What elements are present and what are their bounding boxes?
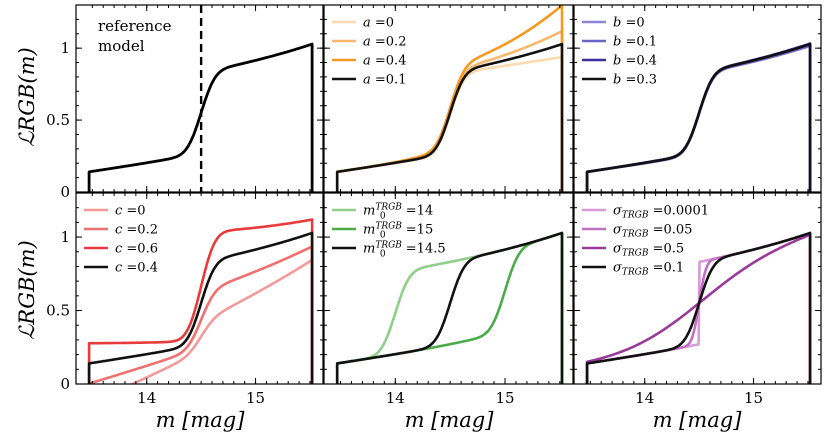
ticks: [574, 193, 821, 385]
panel-frame: [323, 192, 574, 385]
y-tick-label: 1: [60, 228, 70, 246]
panel-2: a =0 a =0.2 a =0.4 a =0.1: [323, 4, 574, 193]
x-axis-label-left: m [mag]: [156, 408, 246, 432]
ticks: [76, 5, 323, 193]
legend-label: b =0: [613, 16, 645, 31]
series-group: [87, 42, 314, 192]
series-group: [585, 231, 812, 384]
legend: c =0 c =0.2 c =0.6 c =0.4: [84, 204, 158, 276]
legend-label: mTRGB 0 =15: [363, 222, 433, 241]
x-tick-label: 14: [635, 389, 654, 407]
legend: a =0 a =0.2 a =0.4 a =0.1: [332, 16, 406, 88]
legend-label: a =0.2: [363, 35, 406, 50]
x-tick-label: 14: [137, 389, 156, 407]
series-line-4: [335, 42, 564, 192]
ticks: [574, 5, 821, 193]
legend-label: c =0.2: [115, 223, 158, 238]
panel-frame: [75, 4, 324, 193]
panel-1: 0 0.5 1 reference model: [46, 4, 324, 201]
y-tick-label: 0.5: [46, 111, 70, 129]
y-tick-label: 0.5: [46, 302, 70, 320]
ticks: [324, 5, 573, 193]
panel-frame: [573, 4, 822, 193]
x-tick-label: 15: [246, 389, 265, 407]
legend-label: c =0.6: [115, 242, 158, 257]
series-line-2: [87, 245, 314, 384]
panel-4: 0 0.5 1 14 15 c =0 c =0.2 c =0.6 c =0.4: [46, 192, 324, 407]
x-tick-label: 14: [386, 389, 405, 407]
legend-label: b =0.1: [613, 35, 657, 50]
ticks: [76, 193, 323, 385]
legend-label: c =0: [115, 204, 146, 219]
x-axis-label-middle: m [mag]: [405, 408, 495, 432]
x-tick-label: 15: [495, 389, 514, 407]
legend-label: a =0.4: [363, 54, 406, 69]
legend-label: mTRGB 0 =14: [363, 203, 433, 222]
series-line-1: [87, 258, 314, 384]
panel-frame: [573, 192, 822, 385]
legend-label: b =0.3: [613, 73, 657, 88]
series-group: [335, 5, 564, 192]
series-line-4: [585, 231, 812, 384]
legend-label: σTRGB =0.5: [613, 242, 684, 259]
annotation-text: model: [98, 37, 145, 55]
legend-label: σTRGB =0.0001: [613, 204, 709, 221]
legend-label: a =0: [363, 16, 394, 31]
series-line-3: [87, 218, 314, 384]
panels: 0 0.5 1 reference model a =0 a =0.2 a =0.4 a =0.…: [46, 4, 822, 407]
y-axis-label-bottom: ℒRGB(m): [15, 240, 39, 339]
series-line-1: [87, 42, 314, 192]
panel-frame: [75, 192, 324, 385]
series-line-3: [335, 231, 564, 384]
legend: b =0 b =0.1 b =0.4 b =0.3: [582, 16, 657, 88]
x-axis-label-right: m [mag]: [653, 408, 743, 432]
annotation-text: reference: [98, 17, 172, 35]
y-tick-label: 0: [60, 375, 70, 393]
series-line-3: [335, 5, 564, 192]
panel-frame: [323, 4, 574, 193]
series-group: [87, 218, 314, 384]
legend-label: σTRGB =0.05: [613, 223, 692, 240]
figure-labels: ℒRGB(m) ℒRGB(m) m [mag] m [mag] m [mag]: [15, 47, 742, 432]
y-axis-label-top: ℒRGB(m): [15, 47, 39, 146]
series-group: [585, 42, 812, 192]
series-line-4: [585, 42, 812, 192]
series-line-4: [87, 231, 314, 384]
series-group: [335, 231, 564, 384]
y-tick-label: 0: [60, 183, 70, 201]
x-tick-label: 15: [744, 389, 763, 407]
legend-label: b =0.4: [613, 54, 657, 69]
y-tick-label: 1: [60, 39, 70, 57]
legend-label: a =0.1: [363, 73, 406, 88]
ticks: [324, 193, 573, 385]
legend-label: c =0.4: [115, 261, 158, 276]
legend: σTRGB =0.0001 σTRGB =0.05 σTRGB =0.5 σTRGB …: [582, 204, 709, 278]
legend-label: mTRGB 0 =14.5: [363, 241, 446, 260]
legend-label: σTRGB =0.1: [613, 261, 684, 278]
panel-3: b =0 b =0.1 b =0.4 b =0.3: [573, 4, 822, 193]
